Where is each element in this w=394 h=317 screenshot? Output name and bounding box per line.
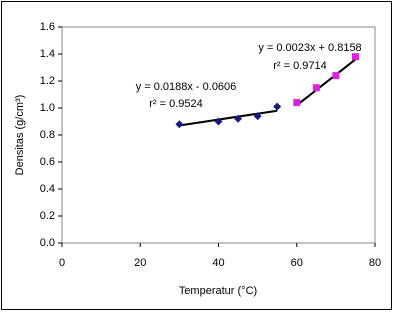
point xyxy=(253,112,262,121)
x-tick-label: 80 xyxy=(369,257,381,269)
point xyxy=(351,53,359,61)
trendline-equation: y = 0.0188x - 0.0606 xyxy=(136,81,237,93)
trendline-r-squared: r² = 0.9524 xyxy=(149,98,203,110)
trendline-equation: y = 0.0023x + 0.8158 xyxy=(258,42,361,54)
x-axis-label: Temperatur (°C) xyxy=(179,285,257,297)
x-tick-label: 60 xyxy=(291,257,303,269)
point xyxy=(332,72,340,80)
y-axis-label: Densitas (g/cm³) xyxy=(14,95,26,176)
trendline xyxy=(296,58,357,107)
trendline-r-squared: r² = 0.9714 xyxy=(273,60,327,72)
point xyxy=(293,99,301,107)
y-tick-label: 0.6 xyxy=(40,156,55,168)
x-tick-label: 20 xyxy=(134,257,146,269)
y-tick-label: 1.2 xyxy=(40,75,55,87)
y-tick-label: 0.8 xyxy=(40,129,55,141)
point xyxy=(234,114,243,123)
point xyxy=(175,120,184,129)
point xyxy=(312,84,320,92)
point xyxy=(214,117,223,126)
x-tick-label: 0 xyxy=(59,257,65,269)
y-tick-label: 1.6 xyxy=(40,21,55,33)
trendline xyxy=(179,109,278,127)
chart-frame xyxy=(1,1,392,310)
x-tick-label: 40 xyxy=(212,257,224,269)
y-tick-label: 0.2 xyxy=(40,210,55,222)
y-tick-label: 0.0 xyxy=(40,237,55,249)
y-tick-label: 0.4 xyxy=(40,183,55,195)
y-tick-label: 1.0 xyxy=(40,102,55,114)
y-tick-label: 1.4 xyxy=(40,48,55,60)
point xyxy=(273,102,282,111)
